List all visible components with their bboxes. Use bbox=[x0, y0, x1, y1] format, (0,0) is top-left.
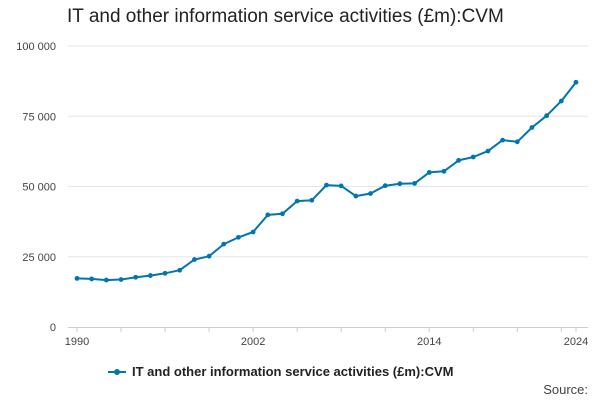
data-point bbox=[514, 139, 520, 145]
x-tick-label: 1990 bbox=[65, 336, 89, 348]
chart-title: IT and other information service activit… bbox=[67, 6, 504, 27]
data-point bbox=[470, 154, 476, 160]
legend[interactable]: IT and other information service activit… bbox=[108, 364, 453, 379]
legend-label: IT and other information service activit… bbox=[132, 364, 454, 379]
data-point bbox=[412, 181, 417, 186]
data-point bbox=[397, 181, 403, 187]
data-point bbox=[441, 168, 447, 174]
data-point bbox=[338, 183, 344, 189]
y-tick-label: 100 000 bbox=[16, 41, 56, 53]
data-point bbox=[500, 137, 506, 143]
source-label: Source: bbox=[543, 382, 588, 397]
y-tick-label: 50 000 bbox=[22, 182, 56, 194]
y-tick-label: 75 000 bbox=[22, 111, 56, 123]
data-point bbox=[192, 257, 197, 262]
data-point bbox=[309, 197, 315, 203]
data-point bbox=[103, 277, 109, 283]
data-point bbox=[177, 267, 183, 273]
data-point bbox=[265, 212, 271, 218]
data-point bbox=[294, 198, 300, 204]
data-point bbox=[324, 182, 329, 188]
y-tick-label: 0 bbox=[50, 322, 56, 334]
data-point bbox=[133, 274, 139, 280]
data-point bbox=[89, 276, 95, 282]
x-tick-label: 2002 bbox=[241, 336, 265, 348]
y-tick-label: 25 000 bbox=[22, 252, 56, 264]
x-tick-label: 2024 bbox=[564, 336, 588, 348]
legend-marker-icon bbox=[108, 367, 126, 377]
data-point bbox=[250, 229, 256, 235]
data-point bbox=[236, 234, 241, 240]
data-point bbox=[558, 98, 564, 104]
data-point bbox=[426, 170, 432, 175]
data-point bbox=[573, 79, 579, 85]
data-point bbox=[544, 113, 550, 119]
data-point bbox=[221, 241, 227, 247]
data-point bbox=[368, 191, 373, 196]
data-point bbox=[147, 273, 153, 278]
data-point bbox=[485, 148, 491, 154]
data-point bbox=[280, 211, 285, 217]
data-point bbox=[456, 157, 461, 163]
data-point bbox=[529, 125, 535, 130]
data-point bbox=[74, 275, 80, 281]
data-point bbox=[162, 270, 168, 276]
data-point bbox=[206, 253, 212, 259]
data-point bbox=[382, 183, 388, 189]
data-point bbox=[353, 193, 359, 199]
series-line bbox=[76, 81, 577, 282]
data-point bbox=[118, 277, 124, 282]
x-tick-label: 2014 bbox=[417, 336, 441, 348]
